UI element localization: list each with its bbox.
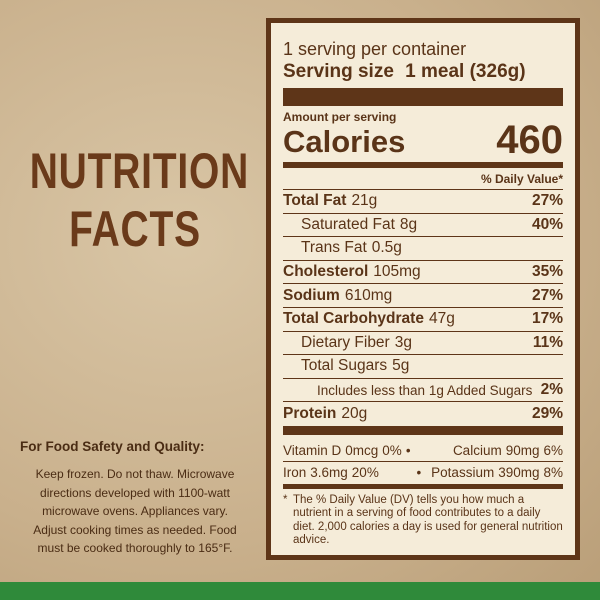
thick-rule <box>283 425 563 435</box>
heading-line: NUTRITION <box>29 143 250 199</box>
nutrient-name: Dietary Fiber <box>301 333 390 351</box>
medium-rule <box>283 162 563 168</box>
safety-line: Adjust cooking times as needed. Food <box>33 522 237 537</box>
safety-line: microwave ovens. Appliances vary. <box>42 504 228 518</box>
nutrient-row: Trans Fat 0.5g <box>283 237 563 261</box>
safety-line: directions developed with 1100-watt <box>40 485 230 500</box>
heading-line: FACTS <box>69 201 201 257</box>
servings: 1 serving per container <box>283 39 467 59</box>
bullet: • <box>416 465 422 481</box>
vitamin-dv: 8% <box>543 465 563 481</box>
nutrient-name: Total Fat <box>283 192 347 210</box>
nutrient-dv: 27% <box>531 286 563 304</box>
vitamin-amount: 0mcg <box>345 442 379 458</box>
nutrient-amount: 47g <box>428 310 455 328</box>
vitamin-dv: 0% <box>382 442 402 458</box>
thick-rule <box>283 88 563 106</box>
nutrient-row: Cholesterol 105mg 35% <box>283 261 563 285</box>
footnote-mark: * <box>283 493 288 506</box>
footnote-text: The % Daily Value (DV) tells you how muc… <box>293 493 563 547</box>
vitamin-name: Iron <box>283 465 307 481</box>
nutrient-amount: 20g <box>341 405 368 423</box>
medium-rule <box>283 483 563 489</box>
nutrient-name: Saturated Fat <box>301 215 395 233</box>
serving-size-value: 1 meal (326g) <box>405 61 526 82</box>
vitamin-amount: 90mg <box>505 442 540 458</box>
nutrient-name: Includes less than 1g Added Sugars <box>317 382 533 398</box>
serving-size-label: Serving size <box>283 61 394 82</box>
nutrient-amount: 0.5g <box>371 239 402 257</box>
nutrition-label: 1 serving per container Serving size 1 m… <box>266 18 580 560</box>
nutrient-dv: 11% <box>532 333 563 351</box>
green-strip <box>0 582 600 600</box>
vitamin-name: Potassium <box>431 465 495 481</box>
calories-label: Calories <box>283 124 406 159</box>
nutrient-dv: 27% <box>531 192 563 210</box>
nutrient-row: Total Sugars 5g <box>283 355 563 379</box>
nutrient-name: Total Sugars <box>301 357 388 375</box>
vitamin-row: Iron 3.6mg 20% • Potassium 390mg 8% <box>283 462 563 484</box>
vitamin-amount: 390mg <box>498 465 540 481</box>
safety-line: must be cooked thoroughly to 165°F. <box>37 541 233 555</box>
nutrient-row: Protein 20g 29% <box>283 402 563 426</box>
nutrient-name: Protein <box>283 405 337 423</box>
nutrient-amount: 105mg <box>373 263 421 281</box>
nutrient-amount: 8g <box>399 215 418 233</box>
dv-header: % Daily Value* <box>283 168 563 190</box>
footnote: * The % Daily Value (DV) tells you how m… <box>283 489 563 548</box>
vitamin-name: Vitamin D <box>283 442 342 458</box>
vitamin-row: Vitamin D 0mcg 0% • Calcium 90mg 6% <box>283 440 563 462</box>
calories-row: Calories 460 <box>283 120 563 160</box>
nutrient-name: Total Carbohydrate <box>283 310 424 328</box>
nutrient-dv: 40% <box>531 215 563 233</box>
vitamin-name: Calcium <box>452 442 502 458</box>
safety-body: Keep frozen. Do not thaw. Microwave dire… <box>0 465 270 558</box>
nutrient-amount: 21g <box>351 192 378 210</box>
nutrient-row: Saturated Fat 8g 40% <box>283 214 563 238</box>
nutrient-amount: 610mg <box>344 286 393 304</box>
nutrient-dv: 2% <box>540 381 563 399</box>
nutrient-dv: 35% <box>531 263 563 281</box>
nutrient-row: Dietary Fiber 3g 11% <box>283 332 563 356</box>
nutrient-dv: 17% <box>531 310 563 328</box>
nutrient-name: Cholesterol <box>283 263 369 281</box>
vitamin-amount: 3.6mg <box>310 465 348 481</box>
vitamin-dv: 6% <box>543 442 563 458</box>
nutrient-row: Total Carbohydrate 47g 17% <box>283 308 563 332</box>
bullet: • <box>405 442 411 458</box>
nutrient-dv: 29% <box>531 405 563 423</box>
nutrient-amount: 5g <box>392 357 410 375</box>
serving-size: Serving size 1 meal (326g) <box>283 61 563 85</box>
nutrient-row: Sodium 610mg 27% <box>283 284 563 308</box>
safety-line: Keep frozen. Do not thaw. Microwave <box>35 467 235 481</box>
nutrient-name: Trans Fat <box>301 239 367 257</box>
nutrient-row: Total Fat 21g 27% <box>283 190 563 214</box>
calories-value: 460 <box>496 118 563 162</box>
amount-per-serving: Amount per serving <box>283 110 397 124</box>
nutrient-row: Includes less than 1g Added Sugars 2% <box>283 379 563 403</box>
nutrient-amount: 3g <box>394 333 412 351</box>
nutrient-name: Sodium <box>283 286 340 304</box>
vitamin-dv: 20% <box>351 465 379 481</box>
safety-title: For Food Safety and Quality: <box>20 439 205 454</box>
